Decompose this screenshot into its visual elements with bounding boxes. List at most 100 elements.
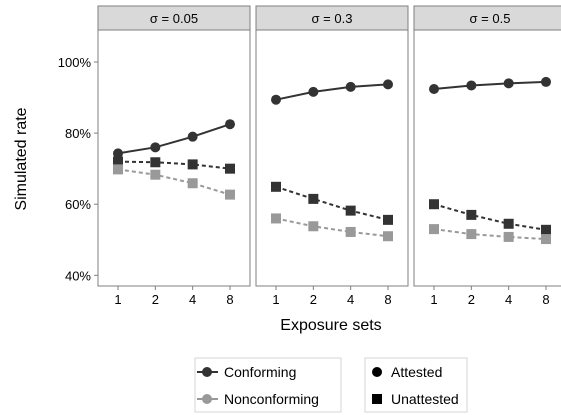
legend-point-key bbox=[202, 367, 212, 377]
legend: Conforming Nonconforming Attested Unatteste… bbox=[194, 357, 468, 413]
data-point bbox=[308, 193, 319, 204]
y-axis-title: Simulated rate bbox=[13, 107, 30, 210]
series-nonconforming-unattested bbox=[429, 224, 551, 245]
data-point bbox=[271, 94, 281, 105]
data-point bbox=[429, 224, 439, 235]
data-point bbox=[429, 199, 439, 210]
legend-entry-conforming: Conforming bbox=[197, 364, 296, 380]
data-point bbox=[150, 142, 161, 153]
data-point bbox=[271, 213, 281, 224]
data-point bbox=[225, 189, 235, 200]
legend-label: Attested bbox=[391, 364, 442, 380]
data-point bbox=[271, 181, 281, 192]
x-tick-label: 8 bbox=[226, 292, 233, 307]
x-tick-label: 1 bbox=[430, 292, 437, 307]
legend-label: Nonconforming bbox=[224, 391, 319, 407]
series-line bbox=[117, 160, 231, 170]
panel-plot-area bbox=[413, 29, 561, 287]
panel-strip bbox=[255, 5, 409, 31]
data-point bbox=[541, 76, 551, 87]
panel-strip-label: σ = 0.5 bbox=[470, 11, 511, 26]
panel-plot-area bbox=[97, 29, 251, 287]
data-point bbox=[503, 78, 514, 89]
panels-group: σ = 0.05 1 2 4 8 σ = 0.3 1 2 4 8 σ = 0.5 1 2 4 8 40% 60%… bbox=[58, 5, 561, 307]
data-point bbox=[466, 229, 477, 240]
series-nonconforming-unattested bbox=[113, 164, 235, 200]
legend-label: Unattested bbox=[391, 391, 459, 407]
data-point bbox=[541, 234, 551, 245]
series-line bbox=[275, 83, 389, 101]
data-point bbox=[503, 218, 514, 229]
panel-strip bbox=[97, 5, 251, 31]
series-line bbox=[433, 228, 547, 241]
x-tick-label: 8 bbox=[542, 292, 549, 307]
panel-1: σ = 0.05 1 2 4 8 bbox=[97, 5, 251, 307]
panel-3: σ = 0.5 1 2 4 8 bbox=[413, 5, 561, 307]
series-conforming-attested bbox=[429, 76, 551, 95]
series-line bbox=[275, 217, 389, 238]
data-point bbox=[187, 159, 198, 170]
panel-strip bbox=[413, 5, 561, 31]
data-point bbox=[466, 80, 477, 91]
panel-strip-label: σ = 0.3 bbox=[312, 11, 353, 26]
x-tick-label: 2 bbox=[152, 292, 159, 307]
x-tick-label: 1 bbox=[114, 292, 121, 307]
data-point bbox=[308, 86, 319, 97]
data-point bbox=[113, 156, 123, 167]
x-tick-label: 4 bbox=[189, 292, 196, 307]
data-point bbox=[113, 148, 123, 159]
series-conforming-unattested bbox=[429, 199, 551, 235]
data-point bbox=[150, 157, 161, 168]
data-point bbox=[383, 214, 393, 225]
x-axis-title: Exposure sets bbox=[280, 317, 381, 334]
x-tick-label: 4 bbox=[347, 292, 354, 307]
data-point bbox=[383, 79, 393, 90]
data-point bbox=[308, 221, 319, 232]
data-point bbox=[113, 164, 123, 175]
x-tick-label: 4 bbox=[505, 292, 512, 307]
legend-entry-nonconforming: Nonconforming bbox=[197, 391, 319, 407]
data-point bbox=[225, 119, 235, 130]
series-nonconforming-unattested bbox=[271, 213, 393, 242]
legend-color-box bbox=[194, 357, 342, 413]
y-tick-label: 100% bbox=[58, 55, 92, 70]
y-tick-label: 80% bbox=[65, 126, 91, 141]
y-tick-label: 60% bbox=[65, 197, 91, 212]
data-point bbox=[503, 231, 514, 242]
data-point bbox=[541, 224, 551, 235]
series-line bbox=[433, 80, 547, 91]
y-axis: 40% 60% 80% 100% bbox=[58, 55, 98, 283]
data-point bbox=[466, 209, 477, 220]
legend-label: Conforming bbox=[224, 364, 296, 380]
data-point bbox=[225, 163, 235, 174]
panel-plot-area bbox=[255, 29, 409, 287]
x-tick-label: 8 bbox=[384, 292, 391, 307]
series-line bbox=[117, 123, 231, 155]
data-point bbox=[383, 231, 393, 242]
data-point bbox=[150, 169, 161, 180]
x-tick-label: 1 bbox=[272, 292, 279, 307]
data-point bbox=[345, 226, 356, 237]
data-point bbox=[187, 178, 198, 189]
series-line bbox=[433, 203, 547, 231]
data-point bbox=[345, 81, 356, 92]
series-line bbox=[117, 168, 231, 196]
data-point bbox=[187, 131, 198, 142]
legend-square-key bbox=[372, 394, 382, 404]
x-tick-label: 2 bbox=[310, 292, 317, 307]
series-line bbox=[275, 185, 389, 221]
series-conforming-unattested bbox=[113, 156, 235, 174]
legend-point-key bbox=[202, 394, 212, 404]
series-conforming-attested bbox=[113, 119, 235, 159]
series-conforming-attested bbox=[271, 79, 393, 105]
legend-entry-unattested: Unattested bbox=[372, 391, 459, 407]
data-point bbox=[345, 205, 356, 216]
panel-2: σ = 0.3 1 2 4 8 bbox=[255, 5, 409, 307]
x-tick-label: 2 bbox=[468, 292, 475, 307]
series-conforming-unattested bbox=[271, 181, 393, 225]
legend-entry-attested: Attested bbox=[372, 364, 442, 380]
panel-strip-label: σ = 0.05 bbox=[150, 11, 198, 26]
data-point bbox=[429, 84, 439, 95]
legend-circle-key bbox=[372, 367, 382, 377]
